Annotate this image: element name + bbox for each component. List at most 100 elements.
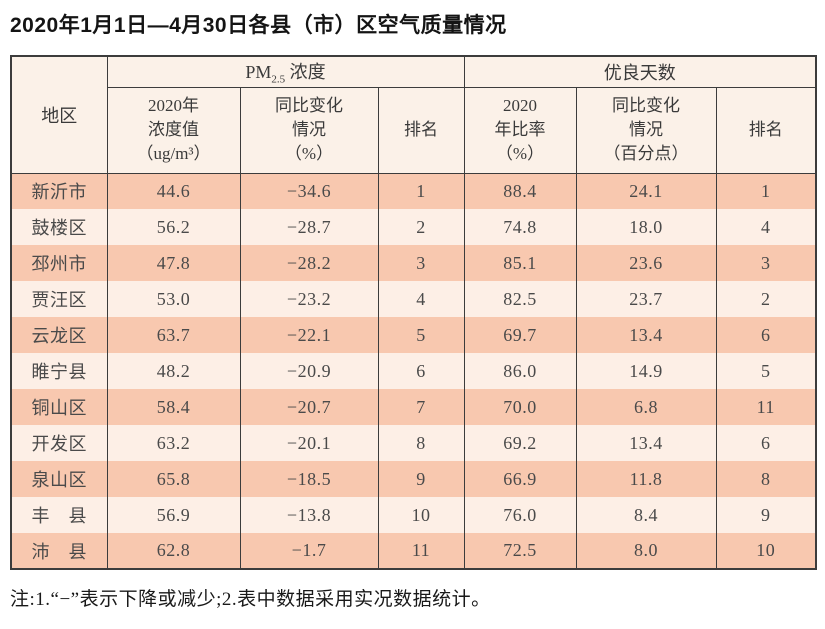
- cell-region: 云龙区: [10, 317, 108, 353]
- cell-good-rate: 85.1: [463, 245, 577, 281]
- cell-region: 铜山区: [10, 389, 108, 425]
- cell-region: 新沂市: [10, 173, 108, 209]
- cell-pm25-value: 65.8: [106, 461, 241, 497]
- cell-good-change: 23.7: [575, 281, 717, 317]
- cell-good-change: 18.0: [575, 209, 717, 245]
- table-row: 邳州市 47.8 −28.2 3 85.1 23.6 3: [10, 245, 817, 281]
- cell-good-rate: 69.7: [463, 317, 577, 353]
- cell-region: 睢宁县: [10, 353, 108, 389]
- cell-pm25-value: 62.8: [106, 533, 241, 569]
- header-sub-row: 2020年 浓度值 （ug/m³） 同比变化 情况 （%） 排名 2020 年比…: [11, 86, 817, 174]
- cell-pm25-change: −20.7: [239, 389, 379, 425]
- cell-good-rank: 1: [715, 173, 817, 209]
- air-quality-table: 地区 PM2.5 浓度 优良天数 2020年 浓度值 （ug/m³） 同比变化 …: [10, 55, 818, 570]
- header-good-days-group: 优良天数: [463, 55, 817, 88]
- cell-pm25-change: −1.7: [239, 533, 379, 569]
- cell-region: 开发区: [10, 425, 108, 461]
- table-row: 云龙区 63.7 −22.1 5 69.7 13.4 6: [10, 317, 817, 353]
- cell-pm25-value: 53.0: [106, 281, 241, 317]
- cell-region: 沛 县: [10, 533, 108, 569]
- table-row: 沛 县 62.8 −1.7 11 72.5 8.0 10: [10, 533, 817, 569]
- cell-pm25-rank: 6: [377, 353, 465, 389]
- table-row: 睢宁县 48.2 −20.9 6 86.0 14.9 5: [10, 353, 817, 389]
- cell-pm25-change: −34.6: [239, 173, 379, 209]
- cell-good-rate: 70.0: [463, 389, 577, 425]
- header-good-rank: 排名: [715, 86, 817, 174]
- pm25-label-prefix: PM: [245, 61, 272, 82]
- cell-good-change: 24.1: [575, 173, 717, 209]
- cell-good-change: 8.4: [575, 497, 717, 533]
- cell-good-change: 8.0: [575, 533, 717, 569]
- cell-pm25-rank: 2: [377, 209, 465, 245]
- cell-pm25-value: 48.2: [106, 353, 241, 389]
- cell-good-rate: 66.9: [463, 461, 577, 497]
- table-body: 新沂市 44.6 −34.6 1 88.4 24.1 1 鼓楼区 56.2 −2…: [10, 173, 817, 569]
- cell-good-rate: 69.2: [463, 425, 577, 461]
- table-header: 地区 PM2.5 浓度 优良天数 2020年 浓度值 （ug/m³） 同比变化 …: [10, 55, 817, 174]
- cell-good-rank: 4: [715, 209, 817, 245]
- cell-pm25-value: 63.2: [106, 425, 241, 461]
- cell-region: 鼓楼区: [10, 209, 108, 245]
- cell-good-rank: 10: [715, 533, 817, 569]
- cell-good-rank: 11: [715, 389, 817, 425]
- cell-pm25-value: 47.8: [106, 245, 241, 281]
- cell-pm25-value: 56.2: [106, 209, 241, 245]
- cell-good-rank: 5: [715, 353, 817, 389]
- header-good-change: 同比变化 情况 （百分点）: [575, 86, 717, 174]
- cell-pm25-change: −28.7: [239, 209, 379, 245]
- table-row: 泉山区 65.8 −18.5 9 66.9 11.8 8: [10, 461, 817, 497]
- cell-good-rate: 74.8: [463, 209, 577, 245]
- table-row: 贾汪区 53.0 −23.2 4 82.5 23.7 2: [10, 281, 817, 317]
- cell-pm25-value: 63.7: [106, 317, 241, 353]
- cell-region: 贾汪区: [10, 281, 108, 317]
- pm25-label-suffix: 浓度: [285, 61, 326, 82]
- cell-good-change: 6.8: [575, 389, 717, 425]
- cell-good-rank: 2: [715, 281, 817, 317]
- cell-pm25-value: 44.6: [106, 173, 241, 209]
- cell-good-rank: 3: [715, 245, 817, 281]
- cell-pm25-rank: 10: [377, 497, 465, 533]
- cell-pm25-rank: 4: [377, 281, 465, 317]
- pm25-label-subscript: 2.5: [271, 73, 286, 86]
- cell-good-rank: 6: [715, 317, 817, 353]
- cell-region: 邳州市: [10, 245, 108, 281]
- header-pm25-value: 2020年 浓度值 （ug/m³）: [106, 86, 241, 174]
- cell-pm25-rank: 9: [377, 461, 465, 497]
- cell-good-rate: 86.0: [463, 353, 577, 389]
- header-pm25-rank: 排名: [377, 86, 465, 174]
- cell-pm25-rank: 1: [377, 173, 465, 209]
- cell-good-change: 13.4: [575, 425, 717, 461]
- header-region: 地区: [10, 55, 108, 174]
- cell-good-change: 13.4: [575, 317, 717, 353]
- header-group-row: 地区 PM2.5 浓度 优良天数: [10, 55, 817, 174]
- cell-pm25-change: −13.8: [239, 497, 379, 533]
- cell-pm25-change: −22.1: [239, 317, 379, 353]
- table-row: 开发区 63.2 −20.1 8 69.2 13.4 6: [10, 425, 817, 461]
- cell-good-change: 14.9: [575, 353, 717, 389]
- cell-good-change: 23.6: [575, 245, 717, 281]
- cell-pm25-change: −20.1: [239, 425, 379, 461]
- cell-pm25-change: −28.2: [239, 245, 379, 281]
- cell-pm25-value: 56.9: [106, 497, 241, 533]
- cell-pm25-rank: 5: [377, 317, 465, 353]
- cell-good-rank: 6: [715, 425, 817, 461]
- cell-good-rate: 76.0: [463, 497, 577, 533]
- cell-pm25-rank: 3: [377, 245, 465, 281]
- cell-pm25-rank: 7: [377, 389, 465, 425]
- table-row: 新沂市 44.6 −34.6 1 88.4 24.1 1: [10, 173, 817, 209]
- cell-good-rank: 8: [715, 461, 817, 497]
- cell-pm25-change: −20.9: [239, 353, 379, 389]
- table-row: 鼓楼区 56.2 −28.7 2 74.8 18.0 4: [10, 209, 817, 245]
- header-pm25-group: PM2.5 浓度: [106, 55, 465, 88]
- header-good-rate: 2020 年比率 （%）: [463, 86, 577, 174]
- cell-good-rate: 88.4: [463, 173, 577, 209]
- cell-good-rank: 9: [715, 497, 817, 533]
- cell-good-change: 11.8: [575, 461, 717, 497]
- cell-pm25-change: −18.5: [239, 461, 379, 497]
- table-row: 铜山区 58.4 −20.7 7 70.0 6.8 11: [10, 389, 817, 425]
- header-pm25-change: 同比变化 情况 （%）: [239, 86, 379, 174]
- footnote: 注:1.“−”表示下降或减少;2.表中数据采用实况数据统计。: [10, 589, 491, 610]
- cell-region: 丰 县: [10, 497, 108, 533]
- cell-pm25-value: 58.4: [106, 389, 241, 425]
- cell-pm25-change: −23.2: [239, 281, 379, 317]
